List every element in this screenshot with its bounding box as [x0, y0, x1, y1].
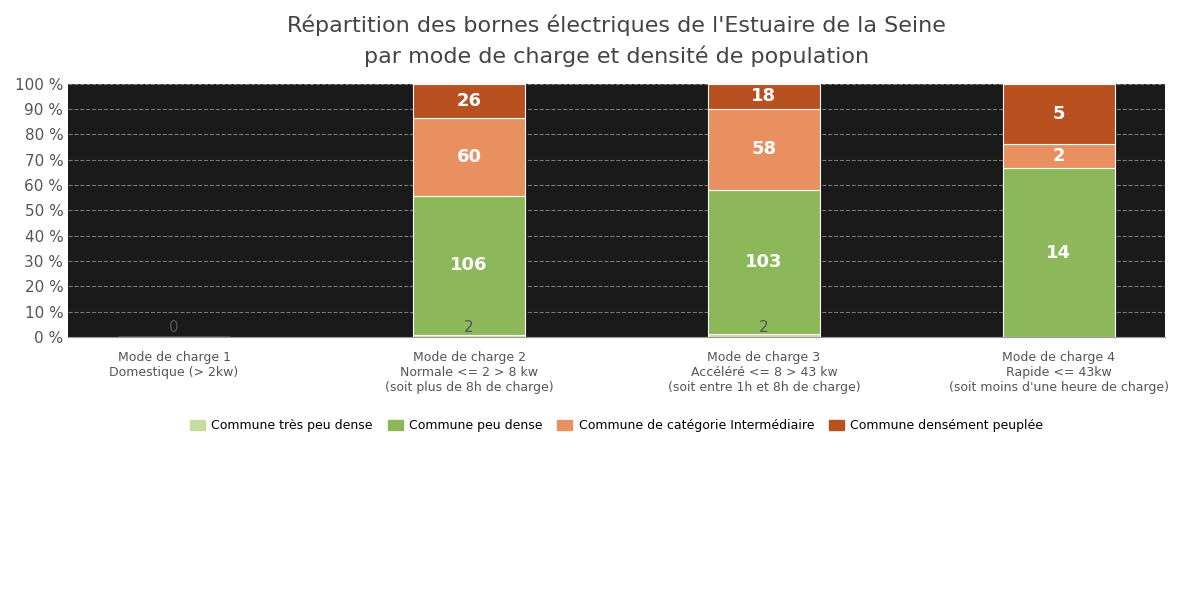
Text: 2: 2	[760, 320, 769, 335]
Text: 5: 5	[1052, 105, 1066, 123]
Text: 103: 103	[745, 253, 782, 271]
Legend: Commune très peu dense, Commune peu dense, Commune de catégorie Intermédiaire, C: Commune très peu dense, Commune peu dens…	[185, 415, 1049, 437]
Bar	[1003, 168, 1115, 337]
Text: 60: 60	[456, 148, 481, 166]
Bar	[413, 335, 526, 337]
Bar	[413, 196, 526, 335]
Bar	[708, 190, 820, 334]
Text: 2: 2	[464, 320, 474, 335]
Bar	[1003, 144, 1115, 168]
Bar	[708, 334, 820, 337]
Bar	[708, 83, 820, 109]
Bar	[413, 118, 526, 196]
Text: 14: 14	[1046, 244, 1072, 262]
Text: 26: 26	[456, 92, 481, 110]
Bar	[1003, 83, 1115, 144]
Bar	[708, 109, 820, 190]
Text: 58: 58	[751, 140, 776, 158]
Title: Répartition des bornes électriques de l'Estuaire de la Seine
par mode de charge : Répartition des bornes électriques de l'…	[287, 15, 946, 67]
Text: 2: 2	[1052, 147, 1066, 165]
Bar	[413, 83, 526, 118]
Text: 0: 0	[169, 320, 179, 335]
Text: 106: 106	[450, 256, 488, 274]
Text: 18: 18	[751, 87, 776, 105]
